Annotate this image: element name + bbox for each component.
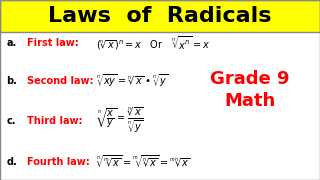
Text: $\sqrt[n]{\dfrac{x}{y}} = \dfrac{\sqrt[n]{x}}{\sqrt[n]{y}}$: $\sqrt[n]{\dfrac{x}{y}} = \dfrac{\sqrt[n… [96, 106, 143, 135]
FancyBboxPatch shape [0, 0, 320, 32]
Text: Second law:: Second law: [27, 76, 94, 86]
Text: Fourth law:: Fourth law: [27, 157, 90, 167]
Text: a.: a. [6, 38, 17, 48]
Text: First law:: First law: [27, 38, 79, 48]
Text: $\left(\sqrt[n]{x}\right)^n = x \quad \mathrm{Or} \quad \sqrt[n]{x^n} = x$: $\left(\sqrt[n]{x}\right)^n = x \quad \m… [96, 34, 210, 52]
Text: $\sqrt[n]{\sqrt[m]{x}} = \sqrt[m]{\sqrt[n]{x}} = \sqrt[mn]{x}$: $\sqrt[n]{\sqrt[m]{x}} = \sqrt[m]{\sqrt[… [96, 154, 191, 170]
Text: Third law:: Third law: [27, 116, 83, 126]
Text: $\sqrt[n]{xy} = \sqrt[n]{x} \bullet \sqrt[n]{y}$: $\sqrt[n]{xy} = \sqrt[n]{x} \bullet \sqr… [96, 73, 168, 89]
Text: Grade 9
Math: Grade 9 Math [210, 70, 289, 110]
Text: b.: b. [6, 76, 17, 86]
Text: c.: c. [6, 116, 16, 126]
Text: d.: d. [6, 157, 17, 167]
Text: Laws  of  Radicals: Laws of Radicals [48, 6, 272, 26]
